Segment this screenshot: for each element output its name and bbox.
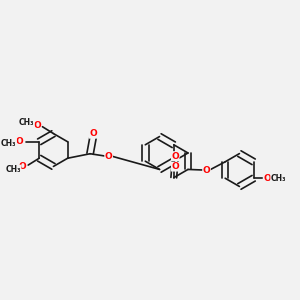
Text: CH₃: CH₃ bbox=[5, 165, 21, 174]
Text: CH₃: CH₃ bbox=[1, 139, 16, 148]
Text: CH₃: CH₃ bbox=[271, 174, 286, 183]
Text: O: O bbox=[171, 152, 179, 160]
Text: O: O bbox=[19, 162, 27, 171]
Text: O: O bbox=[263, 174, 271, 183]
Text: O: O bbox=[16, 137, 24, 146]
Text: O: O bbox=[105, 152, 112, 160]
Text: O: O bbox=[203, 166, 210, 175]
Text: O: O bbox=[89, 129, 97, 138]
Text: O: O bbox=[33, 121, 41, 130]
Text: CH₃: CH₃ bbox=[19, 118, 34, 127]
Text: O: O bbox=[171, 162, 179, 171]
